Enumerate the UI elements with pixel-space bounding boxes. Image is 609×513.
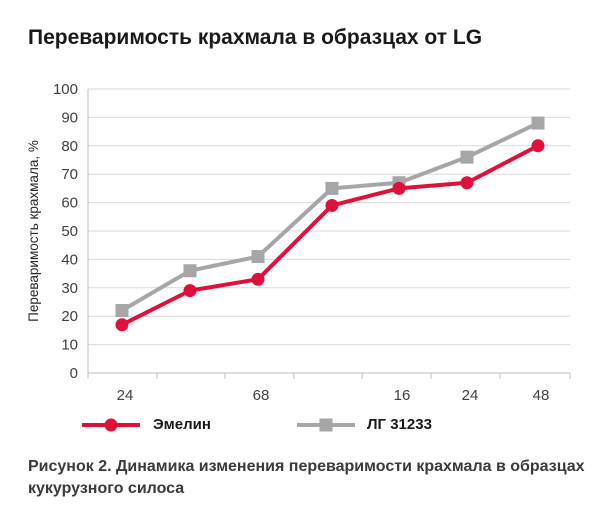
y-tick-label: 60: [61, 195, 78, 212]
data-point-emelin: [460, 176, 474, 190]
series-line-emelin: [121, 144, 539, 327]
y-tick-label: 70: [61, 166, 78, 183]
y-tick-label: 30: [61, 280, 78, 297]
data-point-emelin: [115, 318, 129, 332]
data-point-emelin: [531, 139, 545, 153]
data-point-emelin: [325, 198, 339, 212]
data-point-emelin: [392, 181, 406, 195]
y-tick-label: 100: [53, 81, 78, 98]
x-tick-label: 24: [462, 387, 479, 404]
y-tick-label: 10: [61, 337, 78, 354]
data-point-lg31233: [460, 150, 474, 164]
series-line-lg31233: [120, 121, 539, 313]
data-point-lg31233: [183, 264, 197, 278]
y-tick-label: 20: [61, 308, 78, 325]
data-point-lg31233: [115, 304, 129, 318]
data-point-lg31233: [251, 250, 265, 264]
data-point-emelin: [183, 284, 197, 298]
data-point-lg31233: [531, 116, 545, 130]
legend-label-lg31233: ЛГ 31233: [367, 416, 432, 433]
data-point-lg31233: [325, 181, 339, 195]
y-axis-title: Переваримость крахмала, %: [26, 140, 41, 322]
y-tick-label: 50: [61, 223, 78, 240]
y-tick-label: 90: [61, 109, 78, 126]
x-tick-label: 16: [394, 387, 411, 404]
y-tick-label: 80: [61, 138, 78, 155]
x-tick-label: 24: [117, 387, 134, 404]
chart-title: Переваримость крахмала в образцах от LG: [28, 26, 483, 49]
legend-marker-lg31233: [319, 418, 333, 432]
y-tick-label: 40: [61, 251, 78, 268]
x-tick-label: 48: [533, 387, 550, 404]
data-point-emelin: [251, 272, 265, 286]
x-tick-label: 68: [253, 387, 270, 404]
legend-label-emelin: Эмелин: [153, 416, 211, 433]
y-tick-label: 0: [70, 365, 78, 382]
legend-marker-emelin: [104, 418, 118, 432]
figure-caption: Рисунок 2. Динамика изменения переваримо…: [28, 458, 585, 497]
